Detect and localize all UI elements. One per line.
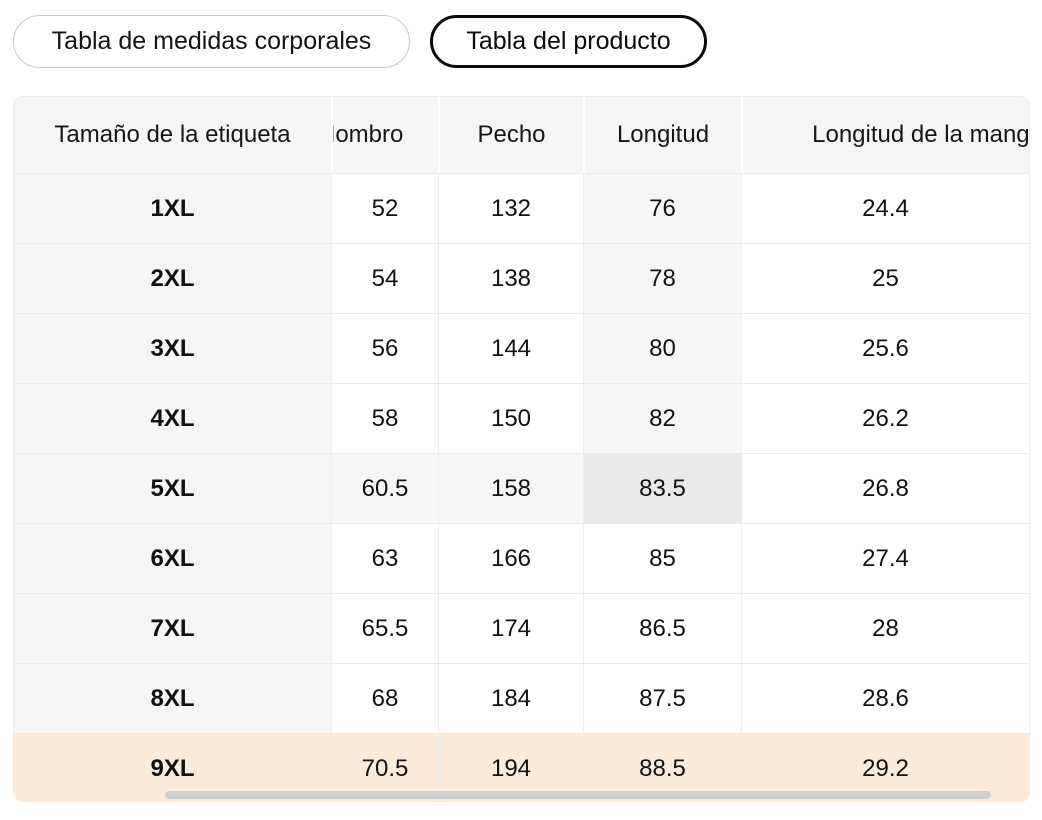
table-row-9xl-selected: 9XL 70.5 194 88.5 29.2 bbox=[14, 733, 1029, 801]
measurement-cell[interactable]: 86.5 bbox=[583, 594, 741, 663]
hovered-measurement-cell[interactable]: 83.5 bbox=[583, 454, 741, 523]
measurement-cell[interactable]: 132 bbox=[438, 174, 583, 243]
table-row-1xl: 1XL 52 132 76 24.4 bbox=[14, 173, 1029, 243]
size-row-label[interactable]: 4XL bbox=[14, 384, 331, 453]
measurement-cell[interactable]: 85 bbox=[583, 524, 741, 593]
size-row-label[interactable]: 2XL bbox=[14, 244, 331, 313]
measurement-cell[interactable]: 52 bbox=[331, 174, 438, 243]
size-row-label[interactable]: 7XL bbox=[14, 594, 331, 663]
measurement-cell[interactable]: 54 bbox=[331, 244, 438, 313]
measurement-cell[interactable]: 58 bbox=[331, 384, 438, 453]
measurement-cell[interactable]: 82 bbox=[583, 384, 741, 453]
table-header-row: Tamaño de la etiqueta Hombro Pecho Longi… bbox=[14, 97, 1029, 173]
column-header-sleeve-length-text: Longitud de la manga bbox=[812, 121, 1029, 148]
measurement-cell[interactable]: 25.6 bbox=[741, 314, 1029, 383]
column-header-label-size-text: Tamaño de la etiqueta bbox=[54, 121, 291, 148]
measurement-cell[interactable]: 144 bbox=[438, 314, 583, 383]
measurement-cell[interactable]: 24.4 bbox=[741, 174, 1029, 243]
column-header-shoulder: Hombro bbox=[331, 97, 438, 173]
column-header-label-size: Tamaño de la etiqueta bbox=[14, 97, 331, 173]
measurement-cell[interactable]: 65.5 bbox=[331, 594, 438, 663]
measurement-cell[interactable]: 194 bbox=[438, 734, 583, 801]
tab-product-table-label: Tabla del producto bbox=[466, 27, 671, 55]
table-row-3xl: 3XL 56 144 80 25.6 bbox=[14, 313, 1029, 383]
measurement-cell[interactable]: 28 bbox=[741, 594, 1029, 663]
measurement-cell[interactable]: 56 bbox=[331, 314, 438, 383]
horizontal-scrollbar-thumb[interactable] bbox=[165, 791, 991, 799]
column-header-shoulder-text: Hombro bbox=[333, 121, 404, 148]
measurement-cell[interactable]: 70.5 bbox=[331, 734, 438, 801]
measurement-cell[interactable]: 158 bbox=[438, 454, 583, 523]
measurement-cell[interactable]: 87.5 bbox=[583, 664, 741, 733]
column-header-length: Longitud bbox=[583, 97, 741, 173]
size-row-label[interactable]: 6XL bbox=[14, 524, 331, 593]
column-header-chest: Pecho bbox=[438, 97, 583, 173]
measurement-cell[interactable]: 166 bbox=[438, 524, 583, 593]
table-row-8xl: 8XL 68 184 87.5 28.6 bbox=[14, 663, 1029, 733]
size-row-label[interactable]: 9XL bbox=[14, 734, 331, 801]
table-row-7xl: 7XL 65.5 174 86.5 28 bbox=[14, 593, 1029, 663]
measurement-cell[interactable]: 25 bbox=[741, 244, 1029, 313]
measurement-cell[interactable]: 29.2 bbox=[741, 734, 1029, 801]
table-row-4xl: 4XL 58 150 82 26.2 bbox=[14, 383, 1029, 453]
measurement-cell[interactable]: 78 bbox=[583, 244, 741, 313]
measurement-cell[interactable]: 27.4 bbox=[741, 524, 1029, 593]
measurement-cell[interactable]: 138 bbox=[438, 244, 583, 313]
measurement-cell[interactable]: 184 bbox=[438, 664, 583, 733]
measurement-cell[interactable]: 28.6 bbox=[741, 664, 1029, 733]
size-row-label[interactable]: 3XL bbox=[14, 314, 331, 383]
measurement-cell[interactable]: 80 bbox=[583, 314, 741, 383]
size-row-label[interactable]: 8XL bbox=[14, 664, 331, 733]
column-header-length-text: Longitud bbox=[616, 121, 710, 148]
measurement-cell[interactable]: 88.5 bbox=[583, 734, 741, 801]
size-chart-tabs: Tabla de medidas corporales Tabla del pr… bbox=[13, 15, 707, 68]
size-chart-card: Tamaño de la etiqueta Hombro Pecho Longi… bbox=[13, 96, 1030, 802]
table-row-5xl: 5XL 60.5 158 83.5 26.8 bbox=[14, 453, 1029, 523]
size-row-label[interactable]: 5XL bbox=[14, 454, 331, 523]
table-row-6xl: 6XL 63 166 85 27.4 bbox=[14, 523, 1029, 593]
column-header-chest-text: Pecho bbox=[477, 121, 546, 148]
measurement-cell[interactable]: 76 bbox=[583, 174, 741, 243]
tab-product-table[interactable]: Tabla del producto bbox=[430, 15, 707, 68]
measurement-cell[interactable]: 26.8 bbox=[741, 454, 1029, 523]
measurement-cell[interactable]: 150 bbox=[438, 384, 583, 453]
measurement-cell[interactable]: 174 bbox=[438, 594, 583, 663]
column-header-sleeve-length: Longitud de la manga bbox=[741, 97, 1029, 173]
table-row-2xl: 2XL 54 138 78 25 bbox=[14, 243, 1029, 313]
size-row-label[interactable]: 1XL bbox=[14, 174, 331, 243]
measurement-cell[interactable]: 68 bbox=[331, 664, 438, 733]
tab-body-measurements-label: Tabla de medidas corporales bbox=[51, 27, 372, 55]
measurement-cell[interactable]: 60.5 bbox=[331, 454, 438, 523]
measurement-cell[interactable]: 63 bbox=[331, 524, 438, 593]
measurement-cell[interactable]: 26.2 bbox=[741, 384, 1029, 453]
tab-body-measurements[interactable]: Tabla de medidas corporales bbox=[13, 15, 410, 68]
